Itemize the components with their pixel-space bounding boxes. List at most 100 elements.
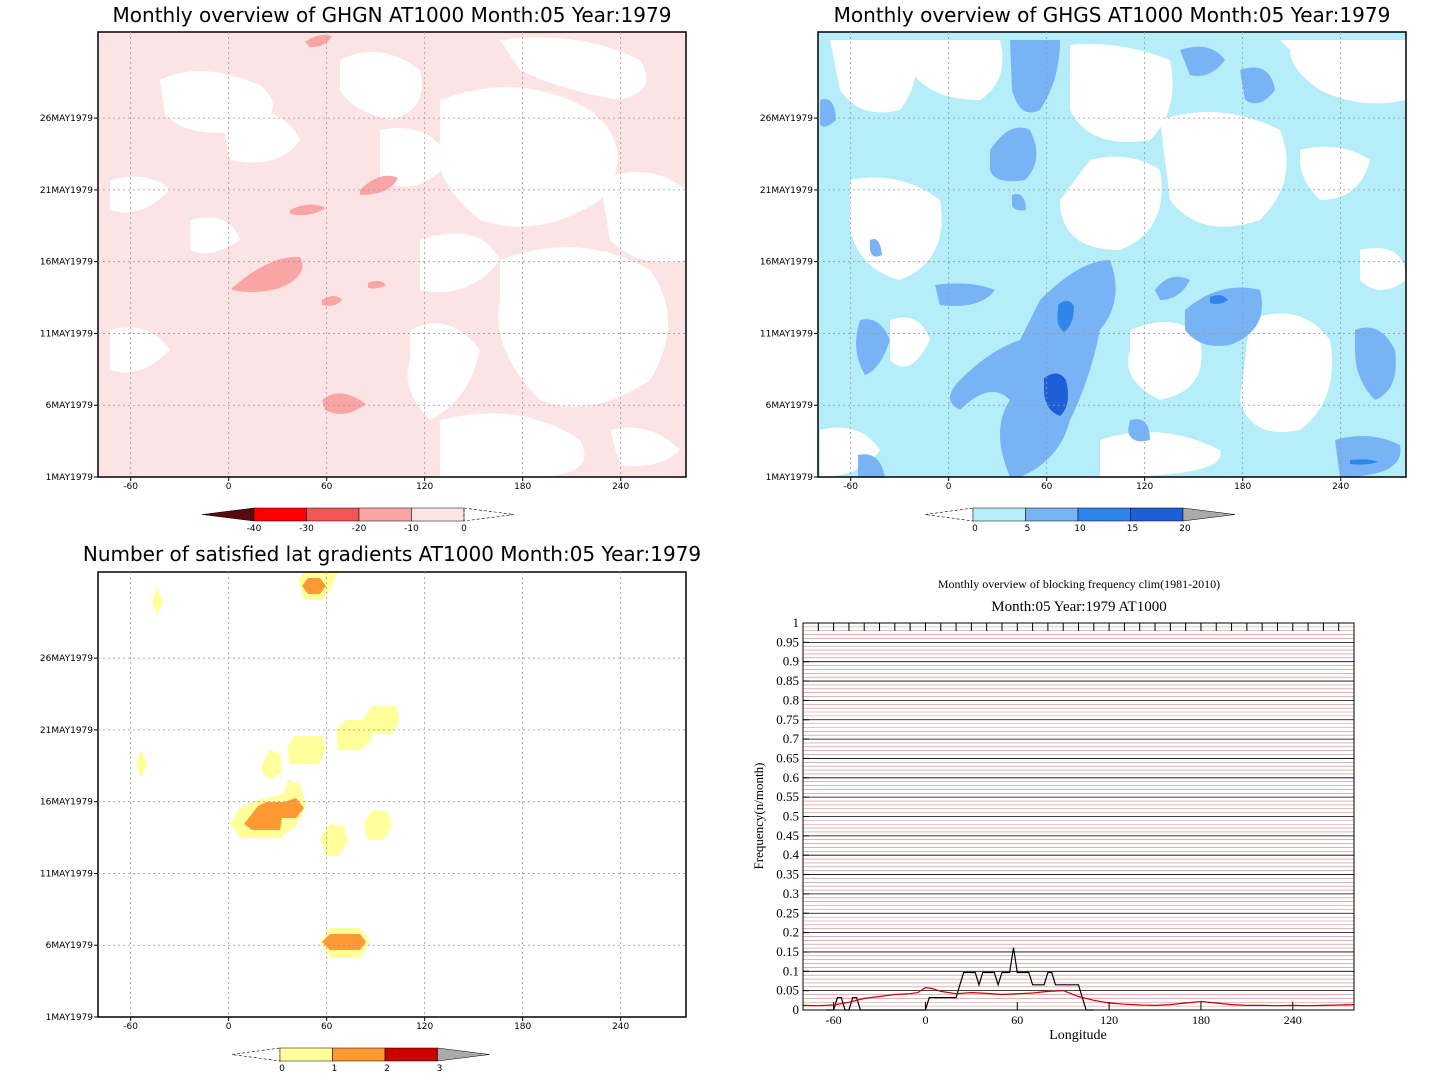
colorbar-triangle-low [231, 1047, 281, 1062]
y-tick-label: 0.65 [776, 750, 799, 765]
x-tick-label: 180 [1192, 1013, 1210, 1027]
y-tick-label: 11MAY1979 [40, 869, 93, 879]
colorbar-box [279, 1047, 333, 1062]
colorbar-label: 0 [279, 1064, 285, 1074]
chart-axis-ticks: 0 0.05 0.1 0.15 0.2 0.25 0.3 0.35 0.4 0.45 0.5 0.55… [776, 615, 1340, 1027]
y-tick-label: 26MAY1979 [40, 654, 93, 664]
chart-ylabel: Frequency(n/month) [751, 763, 766, 870]
y-tick-label: 0.75 [776, 712, 799, 727]
colorbar-box [1130, 507, 1184, 522]
y-tick-label: 0.15 [776, 944, 799, 959]
x-tick-label: 120 [416, 1022, 433, 1032]
y-tick-label: 0.1 [783, 963, 799, 978]
colorbar-label: 3 [437, 1064, 443, 1074]
y-tick-label: 1MAY1979 [46, 473, 94, 483]
colorbar-triangle-high [437, 1047, 490, 1062]
y-tick-label: 0.45 [776, 828, 799, 843]
x-tick-label: -60 [843, 482, 858, 492]
colorbar-box [332, 1047, 386, 1062]
ghgs-colorbar: 0 5 10 15 20 [924, 507, 1236, 534]
y-tick-label: 11MAY1979 [40, 329, 93, 339]
satisfied-field [98, 572, 686, 1017]
y-tick-label: 16MAY1979 [40, 258, 93, 268]
y-tick-label: 21MAY1979 [40, 726, 93, 736]
x-tick-label: 240 [612, 1022, 629, 1032]
colorbar-label: 15 [1127, 524, 1138, 534]
series-line-1 [802, 986, 1355, 1007]
colorbar-box [972, 507, 1026, 522]
satisfied-axis-ticks: -60 0 60 120 180 240 1MAY1979 6MAY1979 11MAY1979… [40, 654, 630, 1032]
y-tick-label: 0.95 [776, 634, 799, 649]
x-tick-label: -60 [123, 1022, 138, 1032]
ghgn-axis-ticks: -60 0 60 120 180 240 1MAY1979 6MAY1979 11MAY1979… [40, 114, 630, 492]
y-tick-label: 21MAY1979 [40, 186, 93, 196]
ghgn-colorbar: -40 -30 -20 -10 0 [201, 507, 515, 534]
x-tick-label: 0 [226, 482, 232, 492]
chart-xlabel: Longitude [1049, 1028, 1107, 1043]
colorbar-box [1077, 507, 1131, 522]
y-tick-label: 26MAY1979 [40, 114, 93, 124]
x-tick-label: 0 [922, 1013, 928, 1027]
y-tick-label: 0.2 [783, 925, 799, 940]
ghgs-grid [818, 32, 1406, 477]
y-tick-label: 16MAY1979 [40, 798, 93, 808]
x-tick-label: 120 [1136, 482, 1153, 492]
x-tick-label: 120 [1100, 1013, 1118, 1027]
x-tick-label: 240 [1284, 1013, 1302, 1027]
colorbar-label: 0 [461, 524, 467, 534]
blocking-chart: Monthly overview of blocking frequency c… [751, 577, 1355, 1043]
x-tick-label: 180 [514, 1022, 531, 1032]
x-tick-label: 60 [321, 482, 333, 492]
colorbar-label: 10 [1074, 524, 1086, 534]
satisfied-panel: Number of satisfied lat gradients AT1000… [40, 542, 701, 1074]
colorbar-box [253, 507, 307, 522]
colorbar-label: 0 [972, 524, 978, 534]
colorbar-box [384, 1047, 438, 1062]
chart-subtitle: Month:05 Year:1979 AT1000 [991, 599, 1166, 615]
colorbar-triangle-low [924, 507, 974, 522]
y-tick-label: 1 [793, 615, 800, 630]
x-tick-label: 240 [1332, 482, 1349, 492]
y-tick-label: 16MAY1979 [760, 258, 813, 268]
colorbar-label: -20 [352, 524, 367, 534]
y-tick-label: 6MAY1979 [46, 401, 94, 411]
x-tick-label: 0 [226, 1022, 232, 1032]
ghgn-field [98, 32, 686, 477]
colorbar-box [1025, 507, 1079, 522]
ghgn-panel: Monthly overview of GHGN AT1000 Month:05… [40, 3, 687, 534]
x-tick-label: 0 [946, 482, 952, 492]
colorbar-box [411, 507, 465, 522]
colorbar-label: -10 [404, 524, 419, 534]
satisfied-grid [98, 572, 686, 1017]
x-tick-label: 60 [321, 1022, 333, 1032]
y-tick-label: 11MAY1979 [760, 329, 813, 339]
ghgn-title: Monthly overview of GHGN AT1000 Month:05… [113, 3, 672, 27]
x-tick-label: 180 [514, 482, 531, 492]
ghgn-grid [98, 32, 686, 477]
y-tick-label: 1MAY1979 [46, 1013, 94, 1023]
y-tick-label: 0.9 [783, 654, 799, 669]
colorbar-box [358, 507, 412, 522]
y-tick-label: 0.35 [776, 867, 799, 882]
ghgs-axis-ticks: -60 0 60 120 180 240 1MAY1979 6MAY1979 11MAY1979… [760, 114, 1350, 492]
y-tick-label: 6MAY1979 [766, 401, 814, 411]
ghgs-title: Monthly overview of GHGS AT1000 Month:05… [834, 3, 1391, 27]
y-tick-label: 0.55 [776, 789, 799, 804]
colorbar-triangle-high [463, 507, 515, 522]
y-tick-label: 0.5 [783, 809, 799, 824]
colorbar-label: 1 [332, 1064, 338, 1074]
chart-hgrid [803, 626, 1354, 1007]
chart-title: Monthly overview of blocking frequency c… [938, 577, 1220, 591]
x-tick-label: 120 [416, 482, 433, 492]
colorbar-triangle-high [1182, 507, 1236, 522]
y-tick-label: 0.3 [783, 886, 799, 901]
y-tick-label: 6MAY1979 [46, 941, 94, 951]
colorbar-label: 2 [384, 1064, 390, 1074]
y-tick-label: 0.25 [776, 905, 799, 920]
colorbar-triangle-low [201, 507, 255, 522]
y-tick-label: 26MAY1979 [760, 114, 813, 124]
x-tick-label: 180 [1234, 482, 1251, 492]
y-tick-label: 0.6 [783, 770, 800, 785]
x-tick-label: -60 [826, 1013, 842, 1027]
